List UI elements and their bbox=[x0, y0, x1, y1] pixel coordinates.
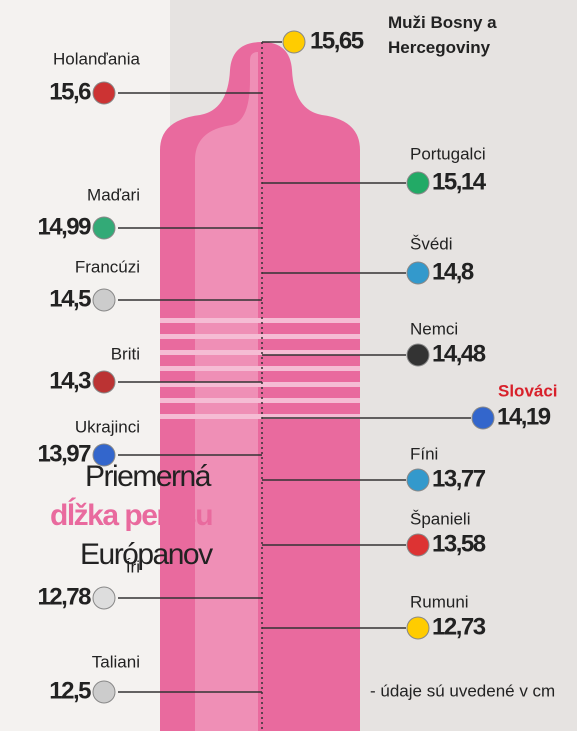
value-label: 14,19 bbox=[497, 403, 551, 430]
value-label: 13,58 bbox=[432, 530, 486, 557]
value-label: 12,5 bbox=[49, 677, 91, 704]
flag bbox=[407, 344, 429, 366]
flag bbox=[407, 172, 429, 194]
background-patch bbox=[0, 0, 170, 731]
flag bbox=[93, 587, 115, 609]
flag bbox=[407, 617, 429, 639]
flag bbox=[283, 31, 305, 53]
bottle-highlight bbox=[195, 52, 258, 731]
value-label: 14,48 bbox=[432, 340, 486, 367]
category-label-box: Muži Bosny a Hercegoviny bbox=[388, 10, 548, 70]
category-label: Portugalci bbox=[410, 144, 486, 163]
category-label: Francúzi bbox=[75, 257, 140, 276]
category-label: Fíni bbox=[410, 444, 438, 463]
value-label: 13,77 bbox=[432, 465, 486, 492]
value-label: 14,8 bbox=[432, 258, 474, 285]
category-label: Holanďania bbox=[53, 49, 141, 68]
value-label: 14,99 bbox=[37, 213, 91, 240]
flag bbox=[407, 469, 429, 491]
category-label: Briti bbox=[111, 344, 140, 363]
value-label: 13,97 bbox=[37, 440, 91, 467]
value-label: 14,5 bbox=[49, 285, 91, 312]
flag bbox=[93, 289, 115, 311]
value-label: 15,14 bbox=[432, 168, 487, 195]
category-label: Rumuni bbox=[410, 592, 469, 611]
flag bbox=[93, 444, 115, 466]
value-label: 15,65 bbox=[310, 27, 364, 54]
title-line: Európanov bbox=[80, 538, 213, 571]
flag bbox=[93, 82, 115, 104]
value-label: 12,78 bbox=[37, 583, 91, 610]
category-label: Muži Bosny a Hercegoviny bbox=[388, 10, 548, 60]
category-label: Švédi bbox=[410, 234, 453, 253]
category-label: Taliani bbox=[92, 652, 140, 671]
infographic: Priemerná dĺžka penisu Európanov - údaje… bbox=[0, 0, 577, 731]
flag bbox=[472, 407, 494, 429]
flag bbox=[407, 534, 429, 556]
category-label: Španieli bbox=[410, 509, 471, 528]
note: - údaje sú uvedené v cm bbox=[370, 681, 555, 700]
category-label: Maďari bbox=[87, 185, 140, 204]
value-label: 12,73 bbox=[432, 613, 486, 640]
flag bbox=[93, 681, 115, 703]
category-label: Ukrajinci bbox=[75, 417, 140, 436]
flag bbox=[93, 371, 115, 393]
value-label: 15,6 bbox=[49, 78, 91, 105]
flag bbox=[407, 262, 429, 284]
category-label: Slováci bbox=[498, 381, 558, 400]
flag bbox=[93, 217, 115, 239]
category-label: Nemci bbox=[410, 319, 458, 338]
category-label: Íri bbox=[126, 557, 140, 576]
title-line: dĺžka penisu bbox=[50, 497, 212, 532]
value-label: 14,3 bbox=[49, 367, 91, 394]
